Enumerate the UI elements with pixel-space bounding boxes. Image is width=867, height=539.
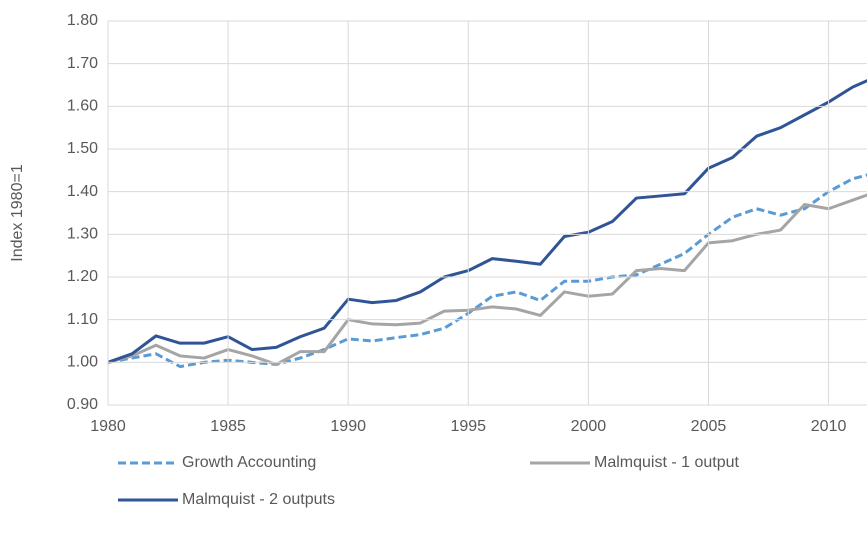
y-tick-label: 1.00 bbox=[67, 354, 98, 371]
x-tick-label: 1985 bbox=[210, 418, 246, 435]
y-axis-title: Index 1980=1 bbox=[9, 164, 26, 262]
legend-label: Malmquist - 2 outputs bbox=[182, 491, 335, 508]
y-tick-label: 0.90 bbox=[67, 396, 98, 413]
y-tick-label: 1.70 bbox=[67, 55, 98, 72]
x-tick-label: 1995 bbox=[450, 418, 486, 435]
x-tick-label: 1980 bbox=[90, 418, 126, 435]
y-tick-label: 1.20 bbox=[67, 268, 98, 285]
y-tick-label: 1.30 bbox=[67, 226, 98, 243]
x-tick-label: 1990 bbox=[330, 418, 366, 435]
x-tick-label: 2000 bbox=[571, 418, 607, 435]
series-line bbox=[107, 173, 867, 369]
y-tick-label: 1.80 bbox=[67, 12, 98, 29]
x-tick-label: 2005 bbox=[691, 418, 727, 435]
y-tick-label: 1.10 bbox=[67, 311, 98, 328]
x-tick-label: 2010 bbox=[811, 418, 847, 435]
legend-label: Growth Accounting bbox=[182, 454, 316, 471]
y-tick-label: 1.50 bbox=[67, 140, 98, 157]
y-tick-label: 1.60 bbox=[67, 98, 98, 115]
series-line bbox=[107, 79, 867, 364]
y-tick-label: 1.40 bbox=[67, 183, 98, 200]
series-line bbox=[107, 193, 867, 366]
legend-label: Malmquist - 1 output bbox=[594, 454, 740, 471]
plot-lines bbox=[107, 79, 867, 369]
